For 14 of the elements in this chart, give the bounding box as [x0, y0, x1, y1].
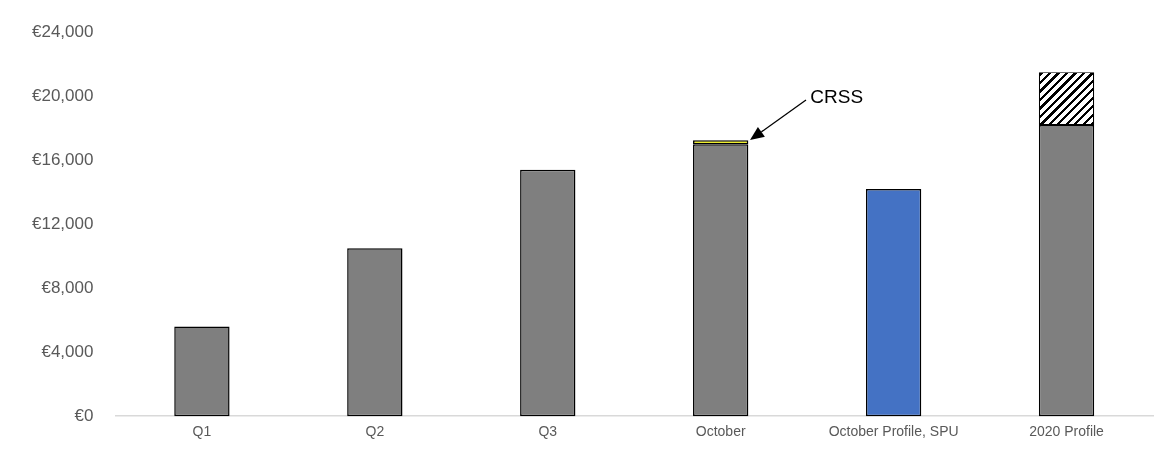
x-tick-label: Q3 [538, 423, 558, 440]
x-tick-label: 2020 Profile [1029, 423, 1105, 440]
y-tick-label: €0 [74, 405, 94, 425]
x-tick-label: October Profile, SPU [828, 423, 959, 440]
x-tick-label: October [695, 423, 746, 440]
y-tick-label: €12,000 [32, 213, 94, 233]
y-tick-label: €8,000 [41, 277, 94, 297]
y-tick-label: €4,000 [41, 341, 94, 361]
x-tick-label: Q2 [365, 423, 385, 440]
y-tick-label: €24,000 [32, 21, 94, 41]
y-tick-label: €16,000 [32, 149, 94, 169]
annotation: CRSS [810, 86, 864, 108]
x-tick-label: Q1 [192, 423, 212, 440]
y-tick-label: €20,000 [32, 85, 94, 105]
